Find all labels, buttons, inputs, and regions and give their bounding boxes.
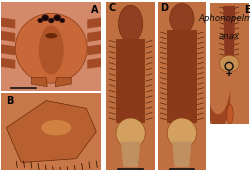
Polygon shape [87,30,105,42]
Polygon shape [1,93,101,170]
Text: A: A [91,5,99,15]
Polygon shape [106,2,155,170]
Polygon shape [87,17,105,29]
Ellipse shape [220,55,239,72]
Circle shape [227,105,233,124]
Ellipse shape [170,3,194,34]
Polygon shape [6,101,96,163]
Polygon shape [172,142,192,167]
Polygon shape [116,39,145,123]
Polygon shape [0,30,15,42]
Ellipse shape [45,33,57,38]
Circle shape [38,18,43,23]
Circle shape [42,15,49,21]
Polygon shape [223,6,235,58]
Ellipse shape [41,120,71,136]
Text: ♀: ♀ [223,60,235,78]
Circle shape [54,15,61,21]
Text: E: E [244,5,250,15]
Polygon shape [31,78,47,87]
Circle shape [48,18,54,23]
Polygon shape [158,2,206,170]
Polygon shape [87,57,105,69]
Circle shape [60,18,65,23]
Polygon shape [0,17,15,29]
Ellipse shape [39,25,64,75]
Text: D: D [160,3,168,13]
Text: B: B [6,96,14,106]
Polygon shape [210,3,249,124]
Polygon shape [167,30,196,123]
Text: C: C [109,3,116,13]
Polygon shape [0,44,15,55]
Ellipse shape [118,5,143,42]
Polygon shape [87,44,105,55]
Polygon shape [0,57,15,69]
Polygon shape [1,2,101,91]
Text: Aphonopelma: Aphonopelma [199,14,250,23]
Ellipse shape [167,118,196,148]
Ellipse shape [116,118,145,148]
Ellipse shape [15,13,87,83]
Text: anax: anax [218,33,239,41]
Polygon shape [55,78,71,87]
Polygon shape [121,142,141,167]
